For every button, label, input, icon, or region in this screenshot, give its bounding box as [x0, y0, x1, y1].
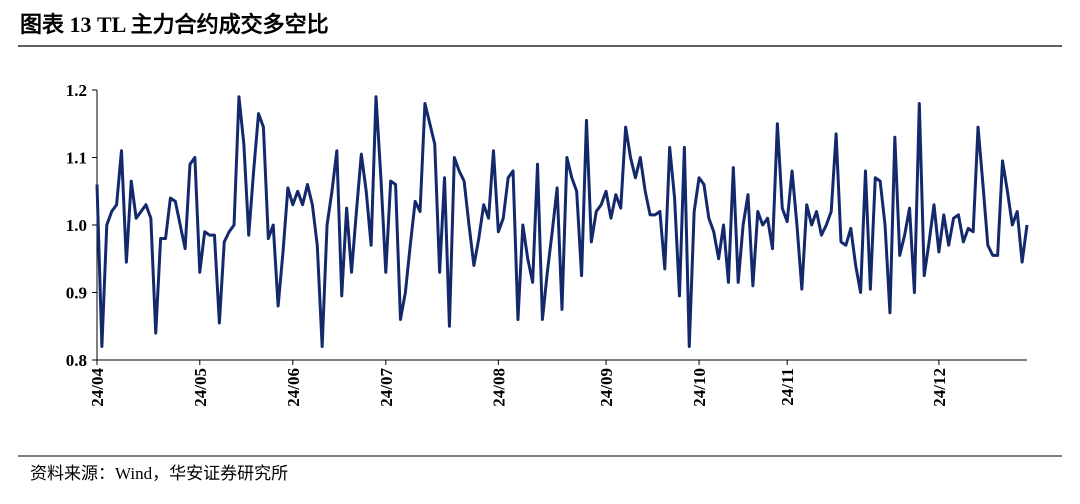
x-tick-label: 24/10: [690, 368, 709, 407]
x-tick-label: 24/04: [88, 368, 107, 407]
y-tick-label: 0.9: [66, 284, 87, 303]
x-tick-label: 24/05: [191, 368, 210, 407]
y-tick-label: 1.1: [66, 149, 87, 168]
y-tick-label: 1.2: [66, 81, 87, 100]
x-tick-label: 24/12: [930, 368, 949, 407]
y-tick-label: 0.8: [66, 351, 87, 370]
x-tick-label: 24/08: [489, 368, 508, 407]
x-tick-label: 24/09: [597, 368, 616, 407]
x-tick-label: 24/06: [284, 368, 303, 407]
y-tick-label: 1.0: [66, 216, 87, 235]
data-line: [95, 95, 1029, 348]
x-tick-label: 24/11: [778, 368, 797, 406]
x-tick-label: 24/07: [377, 368, 396, 407]
source: 资料来源：Wind，华安证券研究所: [30, 464, 288, 483]
chart-title: 图表 13 TL 主力合约成交多空比: [20, 12, 329, 37]
